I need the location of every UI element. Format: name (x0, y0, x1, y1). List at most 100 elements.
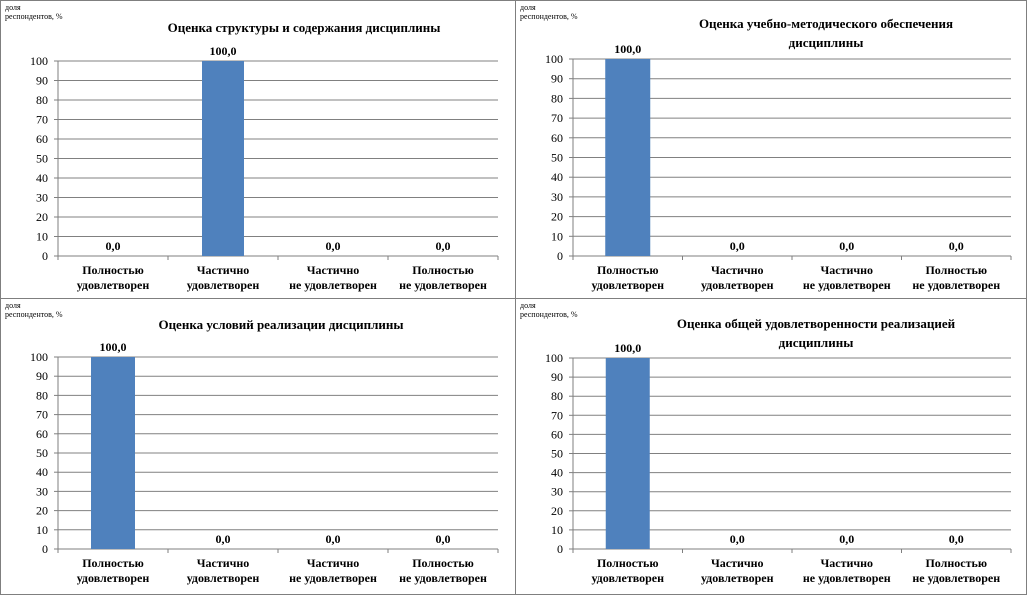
data-label: 0,0 (949, 239, 964, 253)
y-tick-label: 10 (36, 523, 48, 537)
y-axis-title-line: респондентов, % (5, 310, 63, 319)
y-tick-label: 60 (551, 427, 563, 441)
data-label: 0,0 (949, 532, 964, 546)
y-tick-label: 70 (551, 111, 563, 125)
y-tick-label: 70 (36, 113, 48, 127)
y-tick-label: 40 (36, 171, 48, 185)
y-tick-label: 100 (30, 54, 48, 68)
y-axis-title-line: доля (5, 3, 21, 12)
y-tick-label: 100 (545, 351, 563, 365)
y-tick-label: 90 (36, 369, 48, 383)
category-label-line: не удовлетворен (289, 278, 377, 292)
chart-title-line: Оценка структуры и содержания дисциплины (168, 20, 441, 35)
data-label: 100,0 (210, 44, 237, 58)
y-tick-label: 30 (551, 485, 563, 499)
y-tick-label: 80 (36, 93, 48, 107)
y-tick-label: 50 (36, 446, 48, 460)
y-tick-label: 10 (551, 229, 563, 243)
bar-methodology-1 (605, 59, 651, 256)
y-tick-label: 90 (36, 74, 48, 88)
category-label-line: удовлетворен (701, 278, 774, 292)
y-tick-label: 20 (36, 504, 48, 518)
category-label-line: не удовлетворен (803, 571, 891, 585)
category-label-line: Полностью (597, 263, 659, 277)
y-tick-label: 50 (551, 151, 563, 165)
data-label: 0,0 (730, 532, 745, 546)
category-label-line: Полностью (597, 556, 659, 570)
category-label-line: не удовлетворен (912, 278, 1000, 292)
y-tick-label: 60 (36, 132, 48, 146)
chart-title-line: дисциплины (779, 335, 854, 350)
y-tick-label: 20 (551, 504, 563, 518)
data-label: 0,0 (839, 532, 854, 546)
data-label: 100,0 (614, 42, 641, 56)
y-tick-label: 0 (42, 249, 48, 263)
category-label-line: удовлетворен (187, 571, 260, 585)
bar-conditions-1 (91, 357, 135, 549)
y-axis-title-line: доля (520, 3, 536, 12)
category-label-line: Частично (197, 263, 250, 277)
category-label-line: Полностью (925, 556, 987, 570)
category-label-line: не удовлетворен (399, 571, 487, 585)
y-tick-label: 40 (551, 170, 563, 184)
data-label: 0,0 (436, 532, 451, 546)
category-label-line: Частично (307, 556, 360, 570)
category-label-line: Частично (820, 263, 873, 277)
chart-title-line: дисциплины (789, 35, 864, 50)
y-tick-label: 90 (551, 72, 563, 86)
y-axis-title-line: респондентов, % (520, 12, 578, 21)
y-tick-label: 80 (551, 389, 563, 403)
data-label: 100,0 (100, 340, 127, 354)
data-label: 0,0 (436, 239, 451, 253)
data-label: 0,0 (326, 532, 341, 546)
category-label-line: удовлетворен (591, 571, 664, 585)
y-axis-title-line: доля (520, 301, 536, 310)
category-label-line: не удовлетворен (912, 571, 1000, 585)
category-label-line: удовлетворен (77, 278, 150, 292)
data-label: 0,0 (730, 239, 745, 253)
chart-title-line: Оценка общей удовлетворенности реализаци… (677, 316, 956, 331)
data-label: 0,0 (326, 239, 341, 253)
y-axis-title-line: доля (5, 301, 21, 310)
y-tick-label: 0 (557, 542, 563, 556)
y-axis-title-line: респондентов, % (5, 12, 63, 21)
y-tick-label: 20 (36, 210, 48, 224)
category-label-line: Частично (307, 263, 360, 277)
chart-title-line: Оценка условий реализации дисциплины (158, 317, 403, 332)
category-label-line: не удовлетворен (289, 571, 377, 585)
data-label: 100,0 (614, 341, 641, 355)
category-label-line: не удовлетворен (803, 278, 891, 292)
category-label-line: Полностью (412, 263, 474, 277)
y-tick-label: 0 (42, 542, 48, 556)
y-tick-label: 100 (545, 52, 563, 66)
y-tick-label: 100 (30, 350, 48, 364)
y-tick-label: 20 (551, 210, 563, 224)
category-label-line: Частично (820, 556, 873, 570)
y-tick-label: 60 (551, 131, 563, 145)
y-tick-label: 90 (551, 370, 563, 384)
category-label-line: Частично (197, 556, 250, 570)
y-tick-label: 60 (36, 427, 48, 441)
chart-panel-methodology: доля респондентов, % Оценка учебно-методич… (515, 0, 1027, 299)
data-label: 0,0 (216, 532, 231, 546)
category-label-line: Полностью (82, 556, 144, 570)
category-label-line: удовлетворен (77, 571, 150, 585)
y-tick-label: 0 (557, 249, 563, 263)
y-tick-label: 70 (36, 408, 48, 422)
chart-title-line: Оценка учебно-методического обеспечения (699, 16, 953, 31)
chart-panel-overall: доля респондентов, % Оценка общей удовлетв… (515, 298, 1027, 595)
category-label-line: Полностью (82, 263, 144, 277)
y-tick-label: 10 (36, 230, 48, 244)
y-tick-label: 50 (36, 152, 48, 166)
category-label-line: Полностью (925, 263, 987, 277)
bar-structure-2 (202, 61, 244, 256)
y-tick-label: 30 (36, 191, 48, 205)
category-label-line: удовлетворен (591, 278, 664, 292)
category-label-line: не удовлетворен (399, 278, 487, 292)
data-label: 0,0 (106, 239, 121, 253)
data-label: 0,0 (839, 239, 854, 253)
